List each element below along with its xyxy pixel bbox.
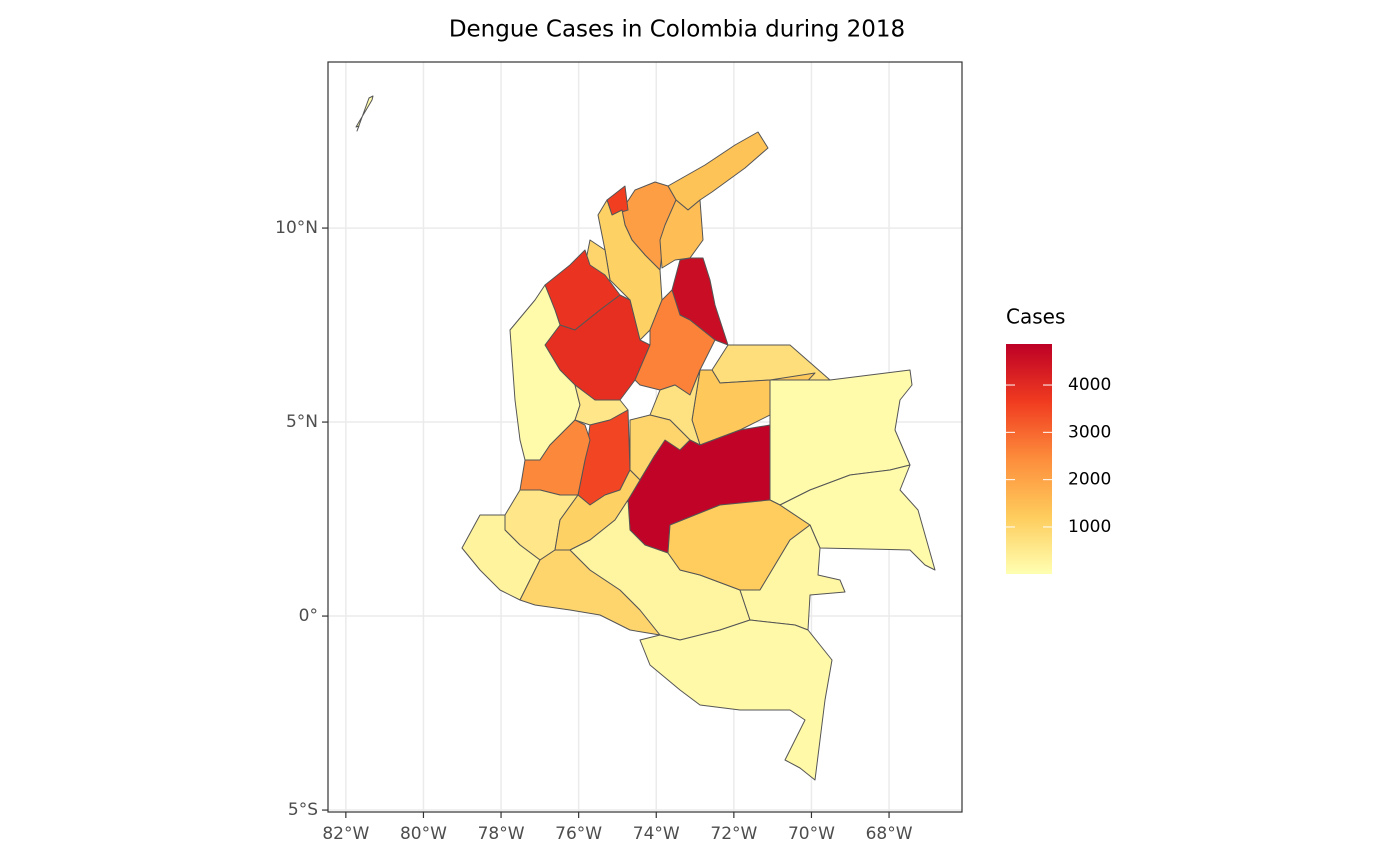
panel-border (327, 61, 963, 813)
x-tick-label: 74°W (633, 824, 680, 844)
region (355, 95, 374, 132)
x-tick-label: 70°W (788, 824, 835, 844)
colorbar (1006, 344, 1052, 574)
x-tick-label: 80°W (400, 824, 447, 844)
x-tick-label: 68°W (866, 824, 913, 844)
colorbar-label: 3000 (1068, 422, 1111, 442)
y-tick-label: 5°N (286, 412, 318, 432)
chart-title: Dengue Cases in Colombia during 2018 (449, 17, 905, 43)
region (597, 199, 663, 341)
y-tick-label: 5°S (288, 800, 318, 820)
y-tick-label: 10°N (275, 218, 318, 238)
colorbar-label: 4000 (1068, 375, 1111, 395)
colorbar-label: 2000 (1068, 470, 1111, 490)
region (639, 619, 833, 781)
x-tick-label: 72°W (710, 824, 757, 844)
x-tick-label: 78°W (478, 824, 525, 844)
x-tick-label: 76°W (555, 824, 602, 844)
legend-title: Cases (1006, 305, 1065, 329)
colorbar-label: 1000 (1068, 517, 1111, 537)
y-tick-label: 0° (299, 606, 318, 626)
x-tick-label: 82°W (322, 824, 369, 844)
